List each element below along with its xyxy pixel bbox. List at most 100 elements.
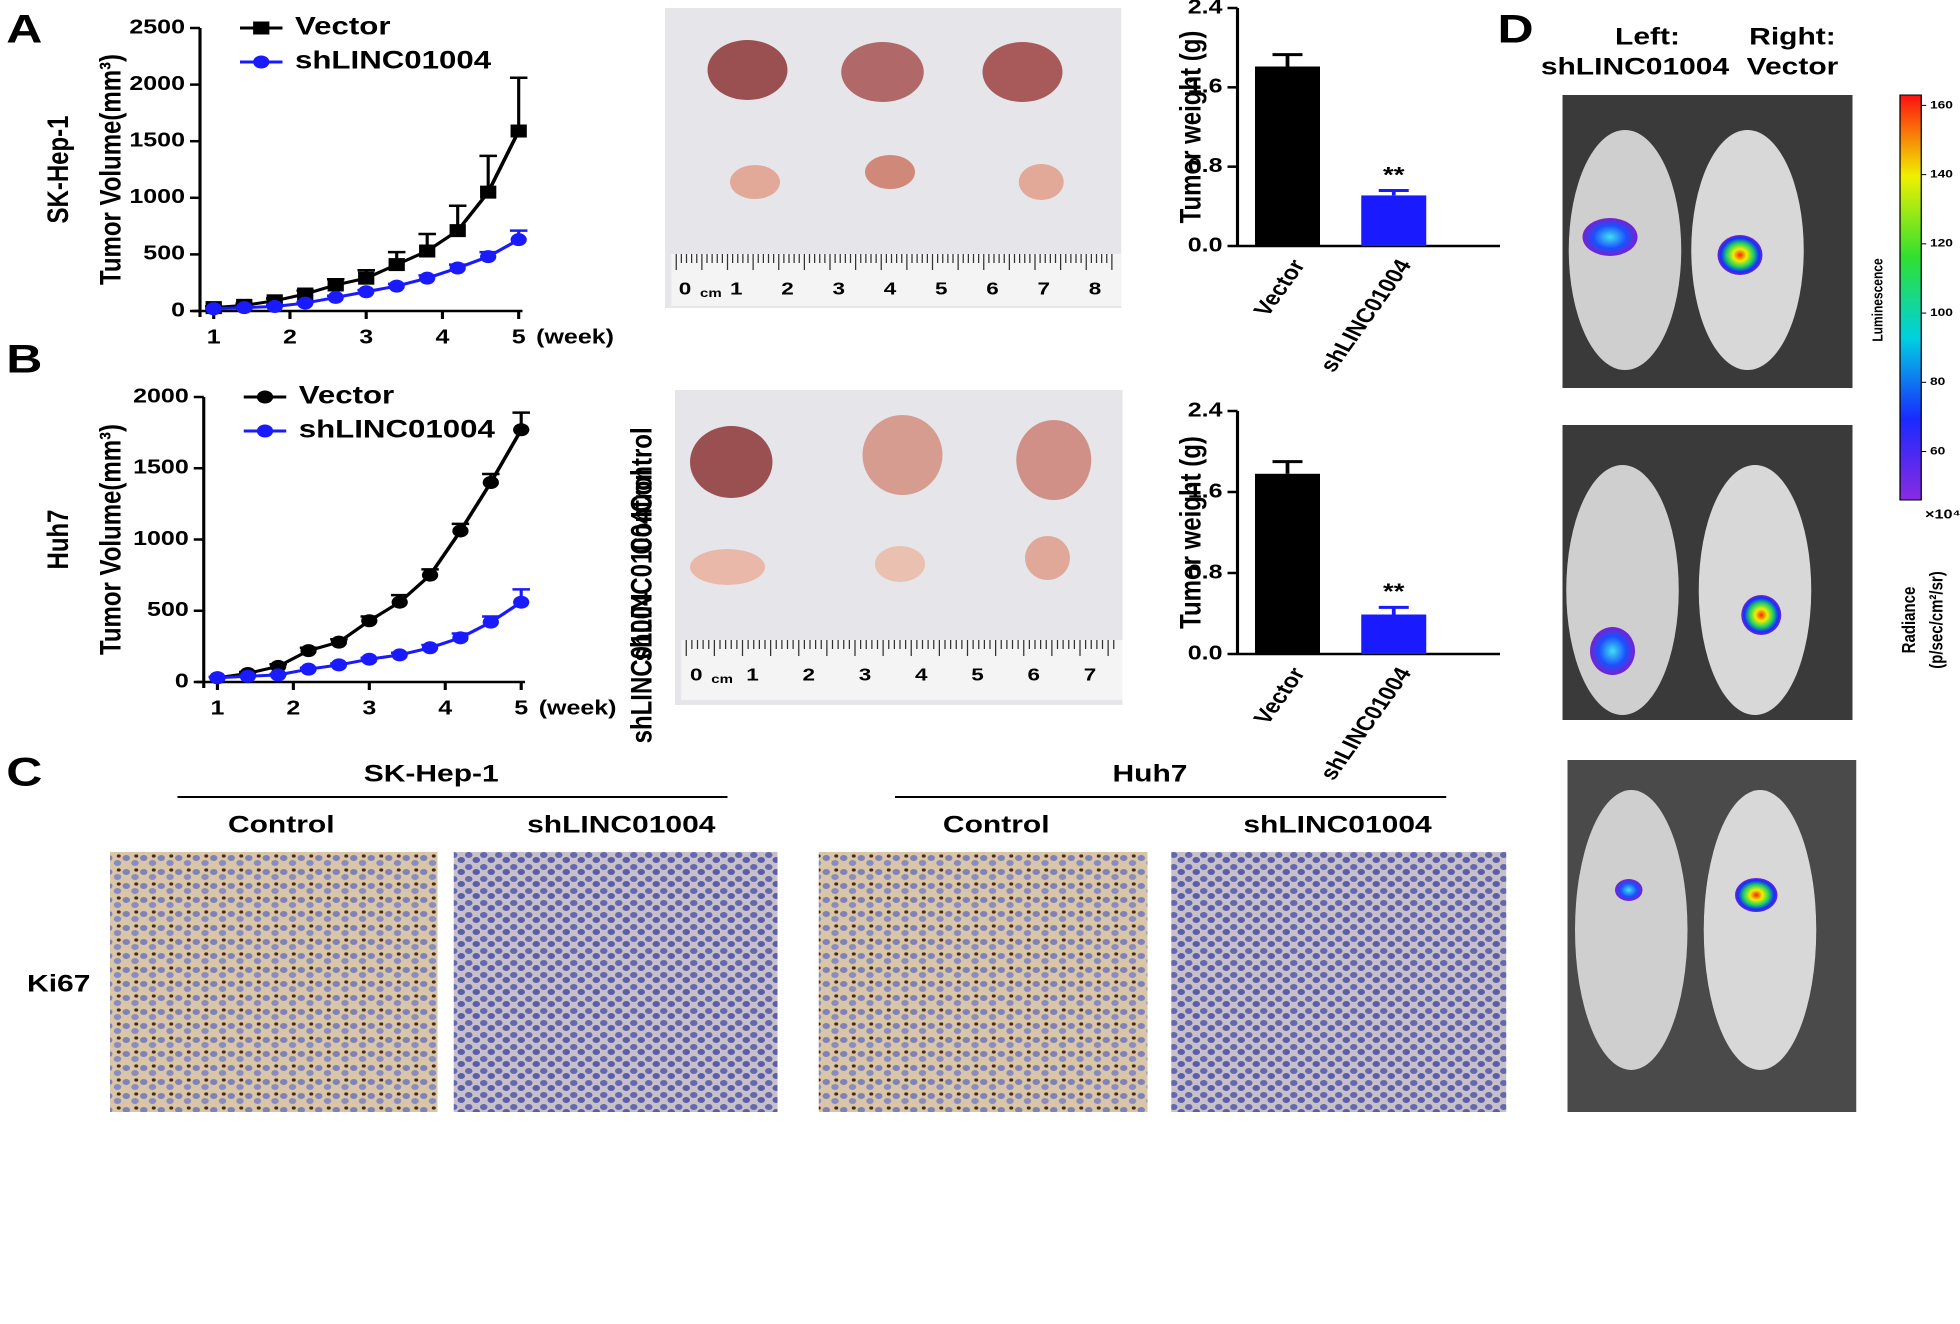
bar bbox=[1255, 473, 1320, 654]
y-tick-label: 0.8 bbox=[1188, 154, 1223, 176]
ruler-label: 7 bbox=[1037, 280, 1050, 299]
y-tick-label: 2.4 bbox=[1188, 399, 1223, 421]
ruler-label: 0 bbox=[690, 666, 703, 685]
imaging-label: Vector bbox=[1747, 52, 1839, 79]
x-tick-label: Vector bbox=[1248, 256, 1310, 320]
y-tick-label: 1000 bbox=[133, 527, 189, 549]
ruler-label: 4 bbox=[915, 666, 928, 685]
legend-label: shLINC01004 bbox=[295, 46, 491, 74]
marker bbox=[480, 250, 497, 264]
error-bar bbox=[1272, 53, 1303, 67]
ruler-unit: cm bbox=[711, 673, 733, 686]
imaging-label: Left: bbox=[1615, 22, 1680, 49]
marker bbox=[388, 258, 405, 272]
column-label: Control bbox=[943, 810, 1050, 837]
imaging-photo bbox=[1567, 760, 1857, 1112]
imaging-label: Right: bbox=[1749, 22, 1836, 49]
marker bbox=[482, 615, 499, 629]
y-tick-label: 2500 bbox=[129, 16, 185, 38]
marker bbox=[266, 299, 283, 313]
y-tick-label: 1.6 bbox=[1188, 480, 1223, 502]
marker bbox=[327, 278, 344, 292]
imaging-photo bbox=[1562, 425, 1853, 720]
x-tick-label: Vector bbox=[1248, 664, 1310, 728]
ruler-label: 5 bbox=[971, 666, 984, 685]
imaging-label: shLINC01004 bbox=[1541, 52, 1729, 79]
colorbar-tick-label: 60 bbox=[1930, 445, 1945, 457]
marker bbox=[421, 568, 439, 582]
row-label: Huh7 bbox=[40, 510, 74, 570]
colorbar-tick-label: 140 bbox=[1930, 168, 1953, 180]
y-tick-label: 1500 bbox=[129, 129, 185, 151]
marker bbox=[391, 595, 408, 609]
y-tick-label: 0.8 bbox=[1188, 561, 1223, 583]
bar bbox=[1361, 195, 1427, 246]
annotation: ** bbox=[1383, 580, 1405, 605]
error-bar bbox=[1378, 188, 1409, 196]
marker bbox=[449, 224, 466, 238]
ruler-label: 8 bbox=[1089, 280, 1102, 299]
marker bbox=[449, 261, 466, 275]
ruler-label: 5 bbox=[935, 280, 948, 299]
colorbar-unit: (p/sec/cm²/sr) bbox=[1926, 571, 1947, 668]
marker bbox=[297, 287, 314, 301]
photo-row-label: Control bbox=[624, 469, 658, 554]
panel-label: D bbox=[1498, 6, 1534, 51]
y-tick-label: 1500 bbox=[133, 456, 189, 478]
colorbar-multiplier: ×10⁴ bbox=[1925, 508, 1960, 522]
marker bbox=[361, 614, 378, 628]
photo-row-label: Control bbox=[624, 427, 658, 512]
panel-label: B bbox=[6, 336, 42, 381]
marker bbox=[419, 271, 436, 285]
y-tick-label: 0.0 bbox=[1188, 642, 1223, 664]
x-unit: (week) bbox=[539, 697, 617, 719]
panel-label: A bbox=[6, 6, 42, 51]
x-tick-label: 1 bbox=[207, 326, 221, 348]
x-tick-label: 3 bbox=[362, 697, 376, 719]
column-label: shLINC01004 bbox=[527, 810, 715, 837]
legend-marker bbox=[253, 55, 270, 69]
marker bbox=[236, 301, 253, 315]
imaging-photo bbox=[1562, 95, 1853, 388]
ruler-label: 1 bbox=[746, 666, 759, 685]
colorbar-tick-label: 120 bbox=[1930, 237, 1953, 249]
ruler-unit: cm bbox=[700, 287, 722, 300]
marker bbox=[330, 658, 348, 672]
ruler-label: 2 bbox=[802, 666, 815, 685]
y-tick-label: 2000 bbox=[129, 72, 185, 94]
x-tick-label: 5 bbox=[512, 326, 526, 348]
colorbar-unit: Radiance bbox=[1898, 587, 1919, 654]
y-tick-label: 500 bbox=[147, 598, 189, 620]
colorbar bbox=[1899, 94, 1922, 501]
ruler-label: 0 bbox=[679, 280, 692, 299]
ruler-label: 7 bbox=[1084, 666, 1097, 685]
tumor-photo bbox=[665, 8, 1122, 308]
ihc-image bbox=[1171, 852, 1507, 1112]
ruler-label: 3 bbox=[859, 666, 872, 685]
row-label: Ki67 bbox=[27, 969, 90, 996]
marker bbox=[510, 124, 527, 138]
error-bar bbox=[1378, 605, 1409, 615]
y-tick-label: 2.4 bbox=[1188, 0, 1223, 18]
colorbar-tick-label: 160 bbox=[1930, 99, 1953, 111]
x-tick-label: shLINC01004 bbox=[1314, 255, 1417, 375]
legend-label: Vector bbox=[299, 381, 394, 409]
y-tick-label: 1.6 bbox=[1188, 75, 1223, 97]
y-tick-label: 0 bbox=[171, 299, 185, 321]
series-line bbox=[217, 429, 523, 680]
x-tick-label: 2 bbox=[286, 697, 300, 719]
error-bar bbox=[1272, 460, 1303, 474]
marker bbox=[300, 644, 317, 658]
y-tick-label: 0.0 bbox=[1188, 234, 1223, 256]
ruler-label: 4 bbox=[884, 280, 897, 299]
marker bbox=[330, 635, 348, 649]
row-label: SK-Hep-1 bbox=[40, 116, 74, 224]
marker bbox=[480, 185, 497, 199]
marker bbox=[327, 290, 344, 304]
colorbar-tick-label: 100 bbox=[1930, 306, 1953, 318]
ruler-label: 6 bbox=[1027, 666, 1040, 685]
marker bbox=[209, 671, 226, 685]
legend-label: shLINC01004 bbox=[299, 415, 495, 443]
